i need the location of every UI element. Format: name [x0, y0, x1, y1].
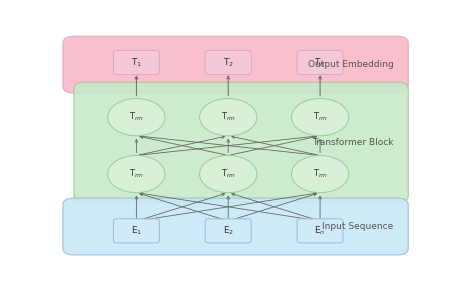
- Text: T$_{rm}$: T$_{rm}$: [129, 111, 144, 124]
- Text: T$_{rm}$: T$_{rm}$: [221, 111, 236, 124]
- Text: E$_1$: E$_1$: [131, 225, 142, 237]
- FancyBboxPatch shape: [205, 219, 251, 243]
- Ellipse shape: [292, 99, 349, 136]
- Ellipse shape: [200, 155, 257, 193]
- Text: T$_{rm}$: T$_{rm}$: [312, 168, 328, 180]
- FancyBboxPatch shape: [113, 219, 159, 243]
- FancyBboxPatch shape: [297, 219, 343, 243]
- FancyBboxPatch shape: [297, 51, 343, 74]
- Ellipse shape: [292, 155, 349, 193]
- Text: T$_1$: T$_1$: [131, 56, 142, 69]
- FancyBboxPatch shape: [63, 36, 408, 93]
- FancyBboxPatch shape: [74, 82, 408, 202]
- Text: Transformer Block: Transformer Block: [312, 138, 393, 147]
- Text: T$_{rm}$: T$_{rm}$: [221, 168, 236, 180]
- Ellipse shape: [200, 99, 257, 136]
- Ellipse shape: [108, 99, 165, 136]
- Text: E$_n$: E$_n$: [314, 225, 326, 237]
- Text: T$_{rm}$: T$_{rm}$: [129, 168, 144, 180]
- Text: Output Embedding: Output Embedding: [308, 60, 393, 69]
- FancyBboxPatch shape: [205, 51, 251, 74]
- Text: E$_2$: E$_2$: [223, 225, 234, 237]
- Text: T$_2$: T$_2$: [223, 56, 234, 69]
- FancyBboxPatch shape: [113, 51, 159, 74]
- Ellipse shape: [108, 155, 165, 193]
- Text: T$_n$: T$_n$: [314, 56, 326, 69]
- FancyBboxPatch shape: [63, 198, 408, 255]
- Text: Input Sequence: Input Sequence: [322, 222, 393, 231]
- Text: T$_{rm}$: T$_{rm}$: [312, 111, 328, 124]
